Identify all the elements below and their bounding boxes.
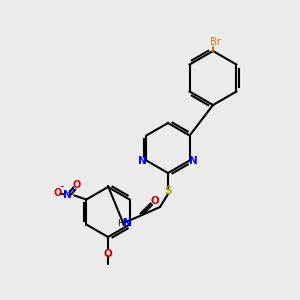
Text: O: O (103, 249, 112, 259)
Text: N: N (123, 218, 131, 228)
Text: O: O (53, 188, 61, 197)
Text: N: N (189, 157, 198, 166)
Text: +: + (69, 185, 76, 194)
Text: H: H (117, 218, 123, 227)
Text: N: N (138, 157, 147, 166)
Text: Br: Br (210, 37, 220, 47)
Text: N: N (63, 190, 72, 200)
Text: S: S (164, 186, 172, 196)
Text: O: O (72, 179, 80, 190)
Text: O: O (151, 196, 159, 206)
Text: -: - (59, 180, 64, 193)
